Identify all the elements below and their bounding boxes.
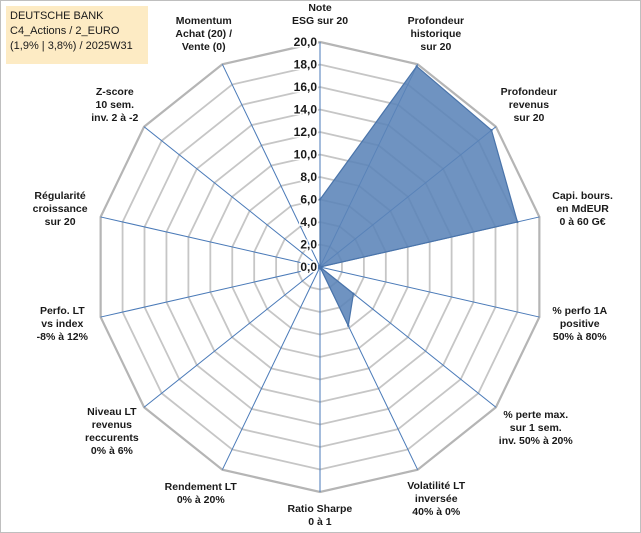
axis-label-5: % perte max. sur 1 sem. inv. 50% à 20% [499, 409, 573, 448]
axis-label-line: sur 20 [513, 112, 545, 125]
axis-label-8: Rendement LT 0% à 20% [165, 481, 237, 507]
axis-label-line: Momentum [175, 14, 232, 27]
data-area [319, 65, 519, 327]
axis-label-line: 10 sem. [95, 99, 135, 112]
axis-label-line: vs index [41, 318, 84, 331]
axis-label-line: 40% à 0% [412, 506, 461, 519]
axis-label-11: Régularité croissance sur 20 [33, 190, 88, 229]
axis-label-line: 0 à 60 G€ [559, 215, 606, 228]
axis-label-line: revenus [91, 419, 133, 432]
axis-label-line: 50% à 80% [552, 331, 607, 344]
axis-label-1: Profondeur historique sur 20 [408, 15, 465, 54]
axis-label-line: 0% à 6% [90, 445, 133, 458]
tick-label-4: 8,0 [300, 170, 317, 184]
axis-label-9: Niveau LT revenus reccurents 0% à 6% [85, 406, 139, 458]
axis-label-line: Rendement LT [164, 481, 237, 494]
axis-label-line: reccurents [85, 432, 139, 445]
axis-label-4: % perfo 1A positive 50% à 80% [552, 305, 607, 344]
data-point-6 [347, 324, 350, 327]
info-box: DEUTSCHE BANK C4_Actions / 2_EURO (1,9% … [6, 6, 148, 64]
tick-label-6: 12,0 [294, 125, 318, 139]
axis-label-13: Momentum Achat (20) / Vente (0) [175, 15, 232, 54]
data-point-0 [318, 198, 322, 201]
axis-label-line: croissance [32, 202, 88, 215]
axis-spoke-10 [100, 266, 321, 318]
axis-spoke-4 [319, 266, 540, 318]
tick-label-10: 20,0 [294, 35, 318, 49]
axis-label-line: revenus [508, 99, 550, 112]
axis-label-line: 0% à 20% [176, 494, 225, 507]
axis-label-line: inv. 2 à -2 [91, 112, 139, 125]
axis-label-0: Note ESG sur 20 [292, 2, 348, 28]
tick-label-2: 4,0 [300, 215, 317, 229]
tick-label-5: 10,0 [294, 148, 318, 162]
axis-label-line: Capi. bours. [552, 189, 613, 202]
axis-spoke-11 [100, 216, 321, 268]
tick-label-9: 18,0 [294, 58, 318, 72]
axis-label-line: positive [559, 318, 600, 331]
axis-label-line: sur 20 [44, 215, 76, 228]
axis-label-line: sur 1 sem. [509, 421, 562, 434]
axis-label-line: Régularité [34, 189, 86, 202]
data-point-5 [352, 292, 355, 295]
data-point-3 [516, 220, 519, 224]
axis-label-3: Capi. bours. en MdEUR 0 à 60 G€ [552, 190, 613, 229]
axis-label-line: 0 à 1 [308, 516, 332, 528]
axis-label-line: Profondeur [407, 14, 465, 27]
axis-label-line: Niveau LT [87, 406, 137, 419]
axis-label-7: Ratio Sharpe 0 à 1 [288, 503, 353, 529]
axis-label-line: % perfo 1A [552, 305, 608, 318]
axis-spoke-9 [143, 266, 321, 408]
axis-label-line: en MdEUR [556, 202, 609, 215]
axis-label-line: Note [308, 2, 332, 14]
axis-label-line: Profondeur [500, 86, 558, 99]
axis-label-12: Z-score 10 sem. inv. 2 à -2 [91, 86, 138, 125]
axis-label-line: Vente (0) [181, 40, 226, 53]
data-point-2 [490, 129, 493, 132]
tick-label-8: 16,0 [294, 80, 318, 94]
axis-label-6: Volatilité LT inversée 40% à 0% [407, 480, 465, 519]
data-point-1 [415, 65, 418, 68]
axis-label-line: Ratio Sharpe [287, 503, 353, 515]
axis-label-line: sur 20 [420, 40, 452, 53]
axis-label-line: Perfo. LT [39, 305, 85, 318]
axis-label-line: Z-score [95, 86, 134, 99]
axis-label-line: inv. 50% à 20% [498, 434, 573, 447]
axis-label-line: Volatilité LT [407, 480, 466, 493]
axis-label-2: Profondeur revenus sur 20 [501, 86, 558, 125]
tick-label-1: 2,0 [300, 238, 317, 252]
axis-label-line: % perte max. [503, 408, 569, 421]
data-point-13 [318, 265, 322, 269]
tick-label-3: 6,0 [300, 193, 317, 207]
tick-label-7: 14,0 [294, 103, 318, 117]
tick-label-0: 0,0 [300, 260, 317, 274]
axis-label-line: Achat (20) / [175, 27, 233, 40]
axis-spoke-13 [221, 64, 321, 268]
axis-label-10: Perfo. LT vs index -8% à 12% [37, 305, 88, 344]
info-company: DEUTSCHE BANK [10, 10, 104, 22]
axis-label-line: -8% à 12% [36, 331, 88, 344]
info-category: C4_Actions / 2_EURO [10, 25, 120, 37]
axis-label-line: inversée [414, 493, 458, 506]
axis-label-line: historique [410, 27, 462, 40]
axis-spoke-8 [221, 266, 321, 470]
info-period: (1,9% | 3,8%) / 2025W31 [10, 40, 133, 52]
axis-label-line: ESG sur 20 [292, 15, 349, 27]
axis-spoke-12 [143, 126, 321, 268]
